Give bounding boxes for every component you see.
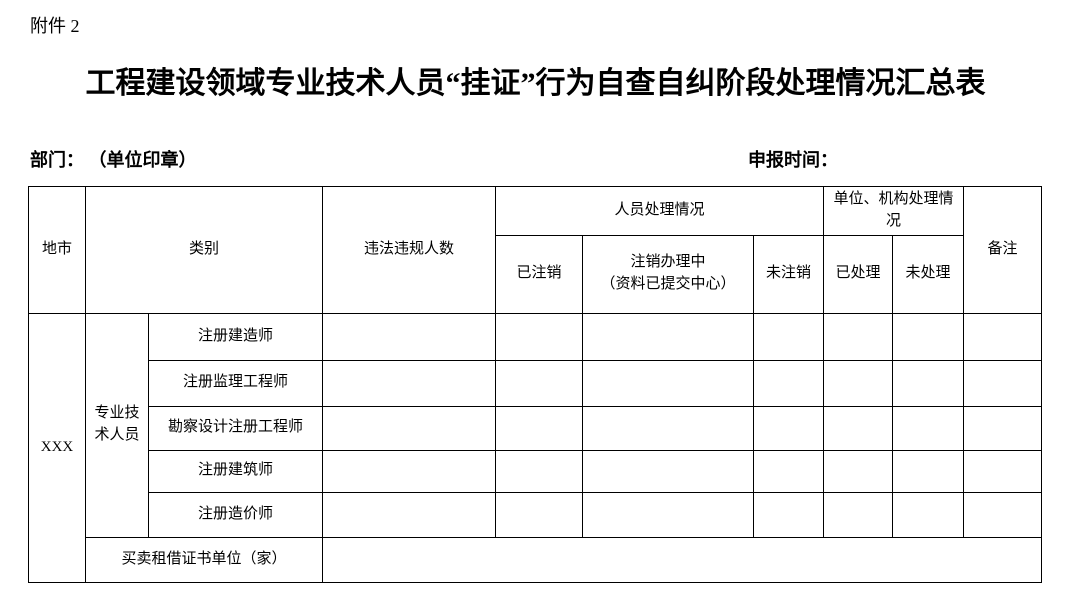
data-cell	[495, 405, 584, 451]
unit-row-label: 买卖租借证书单位（家）	[84, 536, 324, 583]
header-processed: 已处理	[823, 234, 894, 314]
data-cell	[823, 312, 894, 361]
data-cell	[322, 536, 1043, 583]
data-cell	[495, 449, 584, 493]
header-unprocessed: 未处理	[892, 234, 965, 314]
data-cell	[753, 312, 825, 361]
data-cell	[892, 312, 965, 361]
data-cell	[495, 312, 584, 361]
table-row: XXX 专业技术人员 注册建造师	[28, 312, 1043, 583]
header-city: 地市	[28, 186, 86, 314]
data-cell	[753, 491, 825, 538]
header-org-group: 单位、机构处理情况	[823, 186, 965, 236]
data-cell	[582, 312, 755, 361]
header-not-deregistered: 未注销	[753, 234, 825, 314]
data-cell	[322, 405, 497, 451]
summary-table: 地市 类别 违法违规人数 人员处理情况 单位、机构处理情况 备注 已注销 注销办…	[28, 186, 1043, 583]
data-cell	[582, 449, 755, 493]
report-time-label: 申报时间：	[748, 150, 838, 170]
data-cell	[582, 405, 755, 451]
profession-label: 注册建筑师	[147, 449, 324, 493]
data-cell	[753, 449, 825, 493]
data-cell	[823, 449, 894, 493]
table-row: 注册建筑师	[29, 449, 1043, 493]
attachment-label: 附件 2	[30, 16, 80, 36]
data-cell	[322, 449, 497, 493]
data-cell	[892, 449, 965, 493]
data-cell	[582, 491, 755, 538]
department-label: 部门： （单位印章）	[30, 150, 197, 170]
data-cell	[753, 405, 825, 451]
page-title: 工程建设领域专业技术人员“挂证”行为自查自纠阶段处理情况汇总表	[85, 67, 986, 100]
data-cell	[963, 405, 1043, 451]
data-cell	[753, 359, 825, 407]
header-personnel-group: 人员处理情况	[495, 186, 825, 236]
profession-label: 注册监理工程师	[147, 359, 324, 407]
header-violators-count: 违法违规人数	[322, 186, 497, 314]
data-cell	[892, 359, 965, 407]
table-row: 勘察设计注册工程师	[29, 405, 1043, 451]
profession-label: 勘察设计注册工程师	[147, 405, 324, 451]
category-group-label: 专业技术人员	[85, 312, 149, 538]
data-cell	[892, 405, 965, 451]
data-cell	[963, 491, 1043, 538]
table-row: 买卖租借证书单位（家）	[29, 536, 1043, 583]
data-cell	[495, 359, 584, 407]
header-deregistered: 已注销	[495, 234, 584, 314]
header-category: 类别	[84, 186, 324, 314]
data-cell	[322, 491, 497, 538]
city-value: XXX	[28, 312, 86, 583]
table-row: 注册监理工程师	[29, 359, 1043, 407]
data-cell	[823, 491, 894, 538]
data-cell	[963, 312, 1043, 361]
data-cell	[963, 359, 1043, 407]
profession-label: 注册建造师	[147, 312, 324, 361]
table-row: 注册造价师	[29, 491, 1043, 538]
header-deregistering: 注销办理中 （资料已提交中心）	[582, 234, 755, 314]
data-cell	[823, 359, 894, 407]
data-cell	[823, 405, 894, 451]
header-remarks: 备注	[963, 186, 1043, 314]
data-cell	[963, 449, 1043, 493]
data-cell	[892, 491, 965, 538]
data-cell	[582, 359, 755, 407]
profession-label: 注册造价师	[147, 491, 324, 538]
data-cell	[495, 491, 584, 538]
data-cell	[322, 312, 497, 361]
data-cell	[322, 359, 497, 407]
